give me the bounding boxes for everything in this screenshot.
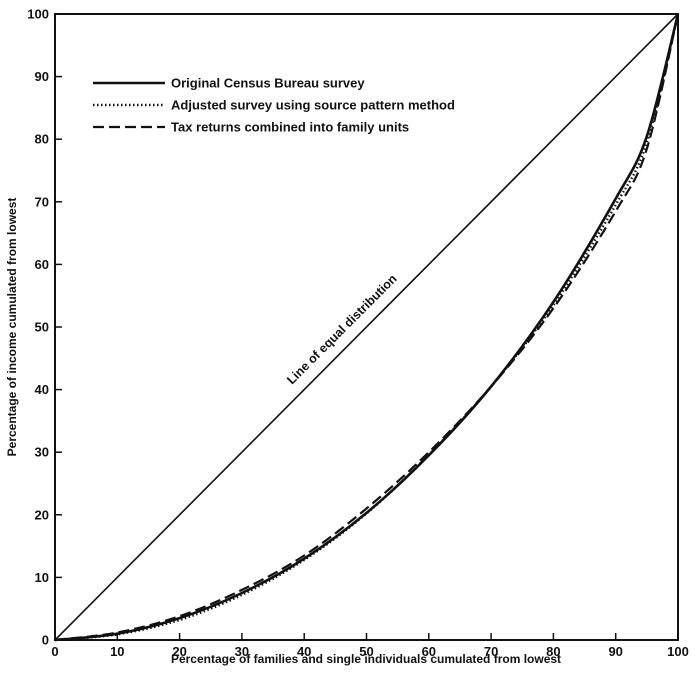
equal-distribution-group [54,13,679,641]
x-tick-label: 100 [667,644,689,659]
y-tick-label: 60 [35,257,49,272]
x-tick-label: 10 [110,644,124,659]
y-tick-label: 20 [35,507,49,522]
axis-ticks: 0 10 20 30 40 50 60 70 80 90 100 0 10 20 30 40 50 60 70 80 9… [27,7,689,660]
y-tick-label: 70 [35,194,49,209]
series-line-dashed [54,13,680,642]
y-tick-label: 40 [35,382,49,397]
y-tick-label: 50 [35,320,49,335]
y-tick-label: 0 [42,633,49,648]
legend-label: Original Census Bureau survey [171,76,365,91]
x-tick-label: 20 [172,644,186,659]
equal-distribution-line [54,13,679,641]
x-axis-title: Percentage of families and single indivi… [171,652,561,666]
x-tick-label: 50 [359,644,373,659]
x-tick-label: 0 [51,644,58,659]
x-tick-label: 60 [422,644,436,659]
series-line-dotted [54,13,680,642]
x-tick-label: 80 [546,644,560,659]
y-tick-label: 90 [35,69,49,84]
x-tick-label: 30 [235,644,249,659]
y-tick-label: 100 [27,7,49,22]
legend-label: Adjusted survey using source pattern met… [171,98,455,113]
equal-distribution-label: Line of equal distribution [284,272,399,387]
x-tick-label: 70 [484,644,498,659]
legend-label: Tax returns combined into family units [171,120,409,135]
y-axis-title: Percentage of income cumulated from lowe… [5,198,19,457]
y-tick-label: 10 [35,570,49,585]
x-tick-label: 40 [297,644,311,659]
y-tick-label: 30 [35,445,49,460]
series-line-solid [54,13,680,642]
x-tick-label: 90 [608,644,622,659]
series-group [54,13,680,642]
legend: Original Census Bureau survey Adjusted su… [93,76,455,135]
y-tick-label: 80 [35,132,49,147]
